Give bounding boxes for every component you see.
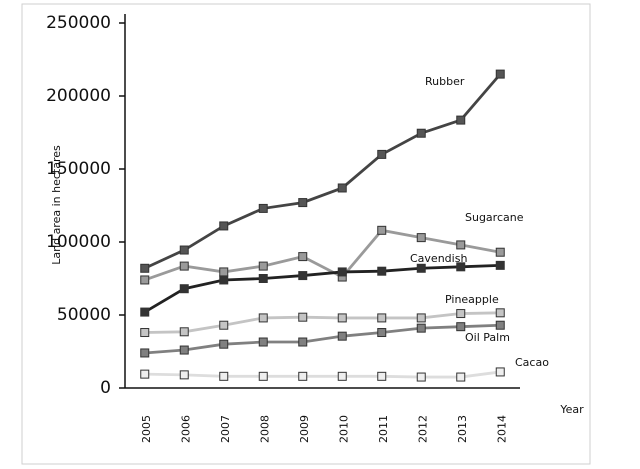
point: [495, 247, 505, 257]
point: [219, 371, 229, 381]
point: [495, 367, 505, 377]
point: [456, 262, 466, 272]
x-tick-label: 2014: [495, 415, 508, 443]
point: [377, 313, 387, 323]
point: [179, 327, 189, 337]
point: [258, 261, 268, 271]
point: [377, 149, 387, 159]
series-label: Oil Palm: [465, 331, 510, 344]
point: [140, 275, 150, 285]
point: [337, 313, 347, 323]
x-axis-label: Year: [559, 403, 584, 416]
point: [258, 203, 268, 213]
point: [377, 225, 387, 235]
x-tick-label: 2008: [258, 415, 271, 443]
point: [140, 307, 150, 317]
x-tick-label: 2011: [377, 415, 390, 443]
x-tick-label: 2009: [298, 415, 311, 443]
series-line: [144, 228, 501, 282]
series-line: [144, 263, 501, 314]
x-tick-label: 2006: [179, 415, 192, 443]
y-tick-label: 150000: [46, 159, 111, 179]
point: [298, 371, 308, 381]
x-tick-label: 2007: [219, 415, 232, 443]
x-tick-label: 2010: [337, 415, 350, 443]
point: [456, 322, 466, 332]
point: [416, 372, 426, 382]
point: [337, 267, 347, 277]
series-label: Sugarcane: [465, 211, 524, 224]
series-line: [144, 370, 501, 379]
point: [337, 371, 347, 381]
point: [377, 371, 387, 381]
point: [140, 263, 150, 273]
point: [495, 260, 505, 270]
point: [416, 323, 426, 333]
frame: [21, 3, 591, 465]
point: [377, 266, 387, 276]
x-tick-label: 2013: [456, 415, 469, 443]
y-axis-label: Land area in hectares: [50, 145, 63, 265]
point: [456, 240, 466, 250]
point: [298, 312, 308, 322]
point: [495, 69, 505, 79]
point: [298, 198, 308, 208]
point: [337, 331, 347, 341]
x-tick-label: 2012: [416, 415, 429, 443]
point: [179, 370, 189, 380]
point: [495, 320, 505, 330]
series-label: Cavendish: [410, 252, 467, 265]
point: [456, 309, 466, 319]
series-line: [144, 311, 501, 334]
y-tick-label: 250000: [46, 13, 111, 33]
point: [416, 233, 426, 243]
point: [298, 252, 308, 262]
series-label: Rubber: [425, 75, 465, 88]
point: [219, 339, 229, 349]
point: [456, 372, 466, 382]
point: [416, 313, 426, 323]
point: [495, 308, 505, 318]
point: [219, 320, 229, 330]
point: [140, 328, 150, 338]
point: [298, 337, 308, 347]
point: [337, 183, 347, 193]
point: [140, 369, 150, 379]
point: [179, 345, 189, 355]
point: [140, 348, 150, 358]
point: [416, 128, 426, 138]
y-tick-label: 0: [100, 378, 111, 398]
point: [377, 328, 387, 338]
point: [416, 263, 426, 273]
point: [298, 271, 308, 281]
y-tick-label: 50000: [57, 305, 111, 325]
series-label: Cacao: [515, 356, 549, 369]
point: [219, 221, 229, 231]
point: [258, 313, 268, 323]
point: [179, 261, 189, 271]
point: [258, 274, 268, 283]
series-label: Pineapple: [445, 293, 499, 306]
y-tick-label: 200000: [46, 86, 111, 106]
series-line: [144, 323, 501, 355]
point: [179, 284, 189, 294]
point: [179, 245, 189, 255]
x-tick-label: 2005: [140, 415, 153, 443]
y-tick-label: 100000: [46, 232, 111, 252]
point: [258, 337, 268, 347]
series-line: [144, 73, 502, 270]
point: [219, 275, 229, 285]
point: [219, 267, 229, 277]
point: [258, 371, 268, 381]
point: [456, 115, 466, 125]
